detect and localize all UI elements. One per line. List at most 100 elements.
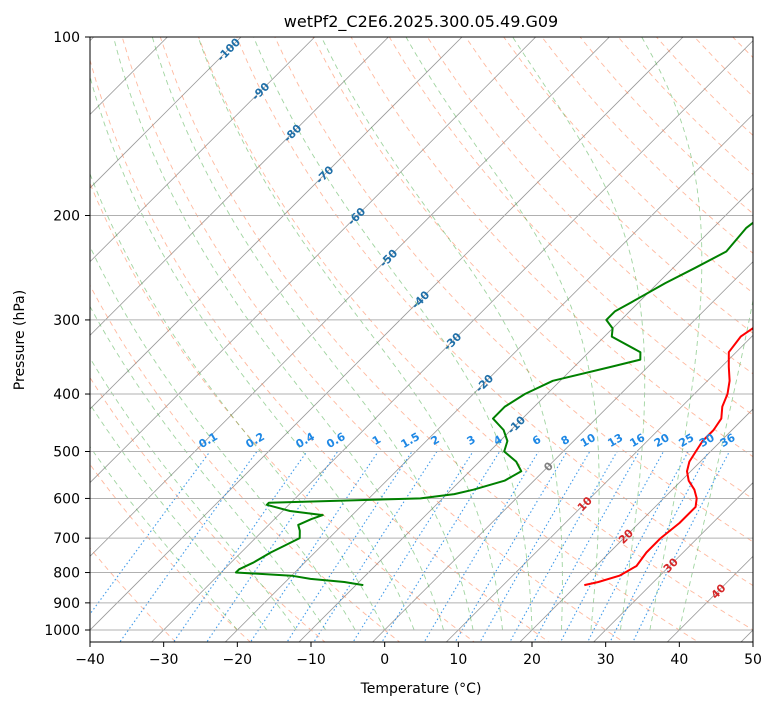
isotherm-line	[298, 187, 753, 642]
x-axis: −40 −30 −20 −10 0 10 20 30 40 50	[75, 642, 762, 668]
isotherm-label: -10	[505, 413, 528, 436]
moist-adiabat-line	[405, 37, 600, 631]
mixing-ratio-label: 8	[559, 433, 572, 448]
mixing-ratio-label: 0.6	[324, 430, 348, 451]
isotherm-label: 40	[709, 581, 729, 601]
isotherm-label: -100	[214, 35, 243, 64]
isotherm-line	[224, 113, 753, 642]
dry-adiabat-line	[90, 463, 251, 642]
dry-adiabat-line	[90, 376, 326, 642]
isotherm-line	[90, 37, 168, 115]
mixing-ratio-label: 0.4	[293, 430, 317, 451]
isopleth-labels: 0.1 0.2 0.4 0.6 1 1.5 2 3 4 6 8 10 13 16 20 25 30 36-100-…	[197, 35, 738, 601]
x-tick-label: −20	[223, 652, 253, 668]
mixing-ratio-line	[479, 451, 591, 642]
dry-adiabat-line	[312, 37, 753, 500]
isotherm-line	[90, 37, 684, 631]
mixing-ratio-label: 3	[465, 433, 478, 448]
background-lines	[90, 10, 775, 655]
moist-adiabat-line	[90, 172, 386, 631]
y-tick-label: 800	[53, 566, 80, 582]
moist-adiabat-line	[320, 37, 563, 630]
mixing-ratio-line	[249, 451, 379, 642]
mixing-ratio-line	[172, 451, 308, 642]
isotherm-line	[593, 482, 753, 642]
isotherm-label: -40	[409, 288, 432, 311]
mixing-ratio-label: 13	[605, 431, 625, 450]
y-tick-label: 400	[53, 387, 80, 403]
isotherm-label: -70	[313, 163, 336, 186]
y-tick-label: 900	[53, 596, 80, 612]
dry-adiabat-line	[121, 37, 625, 642]
mixing-ratio-label: 6	[530, 433, 543, 448]
isotherm-label: -90	[249, 80, 272, 103]
isotherm-line	[445, 334, 753, 642]
mixing-ratio-line	[632, 451, 730, 642]
y-tick-label: 700	[53, 531, 80, 547]
moist-adiabat-line	[90, 445, 238, 631]
isotherm-line	[372, 261, 753, 642]
moist-adiabat-line	[113, 37, 445, 631]
dry-adiabat-line	[579, 37, 753, 215]
x-tick-label: 30	[597, 652, 615, 668]
dry-adiabat-line	[159, 37, 699, 642]
dry-adiabat-line	[90, 547, 177, 642]
x-tick-label: 40	[670, 652, 688, 668]
dry-adiabat-line	[90, 58, 550, 642]
dry-adiabat-line	[274, 37, 753, 543]
mixing-ratio-label: 0.2	[243, 430, 266, 451]
pressure-grid	[90, 37, 753, 631]
isotherm-line	[90, 37, 316, 263]
mixing-ratio-line	[533, 451, 640, 642]
dry-adiabat-line	[541, 37, 753, 254]
isotherm-label: -60	[345, 205, 368, 228]
y-tick-label: 600	[53, 491, 80, 507]
dewpoint-line	[234, 221, 753, 587]
dry-adiabat-line	[388, 37, 753, 416]
moist-adiabat-line	[90, 74, 415, 631]
isotherm-line	[90, 37, 242, 189]
mixing-ratio-line	[381, 451, 501, 642]
mixing-ratio-line	[423, 451, 539, 642]
isotherm-label: 10	[575, 494, 595, 514]
y-tick-label: 300	[53, 313, 80, 329]
mixing-ratio-line	[286, 451, 413, 642]
dry-adiabat-line	[732, 37, 753, 59]
moist-adiabat-line	[90, 403, 268, 631]
dry-adiabat-line	[655, 37, 753, 136]
y-tick-label: 500	[53, 444, 80, 460]
moist-adiabat-line	[641, 37, 703, 631]
mixing-ratio-line	[90, 451, 211, 616]
y-tick-label: 200	[53, 209, 80, 225]
mixing-ratio-label: 2	[429, 433, 442, 448]
dry-adiabat-line	[693, 37, 753, 98]
dry-adiabat-line	[744, 10, 775, 655]
y-axis-label: Pressure (hPa)	[12, 290, 28, 390]
mixing-ratio-label: 1.5	[399, 430, 422, 451]
x-tick-label: 20	[523, 652, 541, 668]
moist-adiabat-line	[678, 298, 753, 631]
x-tick-label: 50	[744, 652, 762, 668]
isotherm-line	[90, 37, 610, 557]
isotherm-label: -50	[377, 246, 400, 269]
chart-title: wetPf2_C2E6.2025.300.05.49.G09	[284, 12, 558, 32]
mixing-ratio-label: 30	[697, 431, 717, 450]
isotherm-line	[90, 37, 537, 484]
y-axis: 100 200 300 400 500 600 700 800 900 1000	[44, 30, 90, 639]
moist-adiabat-line	[90, 245, 356, 631]
temperature-line	[584, 326, 753, 587]
sounding-lines	[234, 221, 753, 587]
dry-adiabat-line	[90, 182, 475, 642]
mixing-ratio-label: 4	[491, 433, 504, 448]
x-tick-label: 10	[449, 652, 467, 668]
dry-adiabat-line	[350, 37, 753, 458]
x-tick-label: −40	[75, 652, 105, 668]
moist-adiabat-line	[90, 305, 327, 631]
moist-adiabat-line	[90, 357, 297, 631]
x-axis-label: Temperature (°C)	[360, 681, 482, 697]
isotherm-label: -80	[281, 121, 304, 144]
isotherm-label: -30	[441, 330, 464, 353]
x-tick-label: −10	[296, 652, 326, 668]
mixing-ratio-line	[119, 451, 258, 642]
